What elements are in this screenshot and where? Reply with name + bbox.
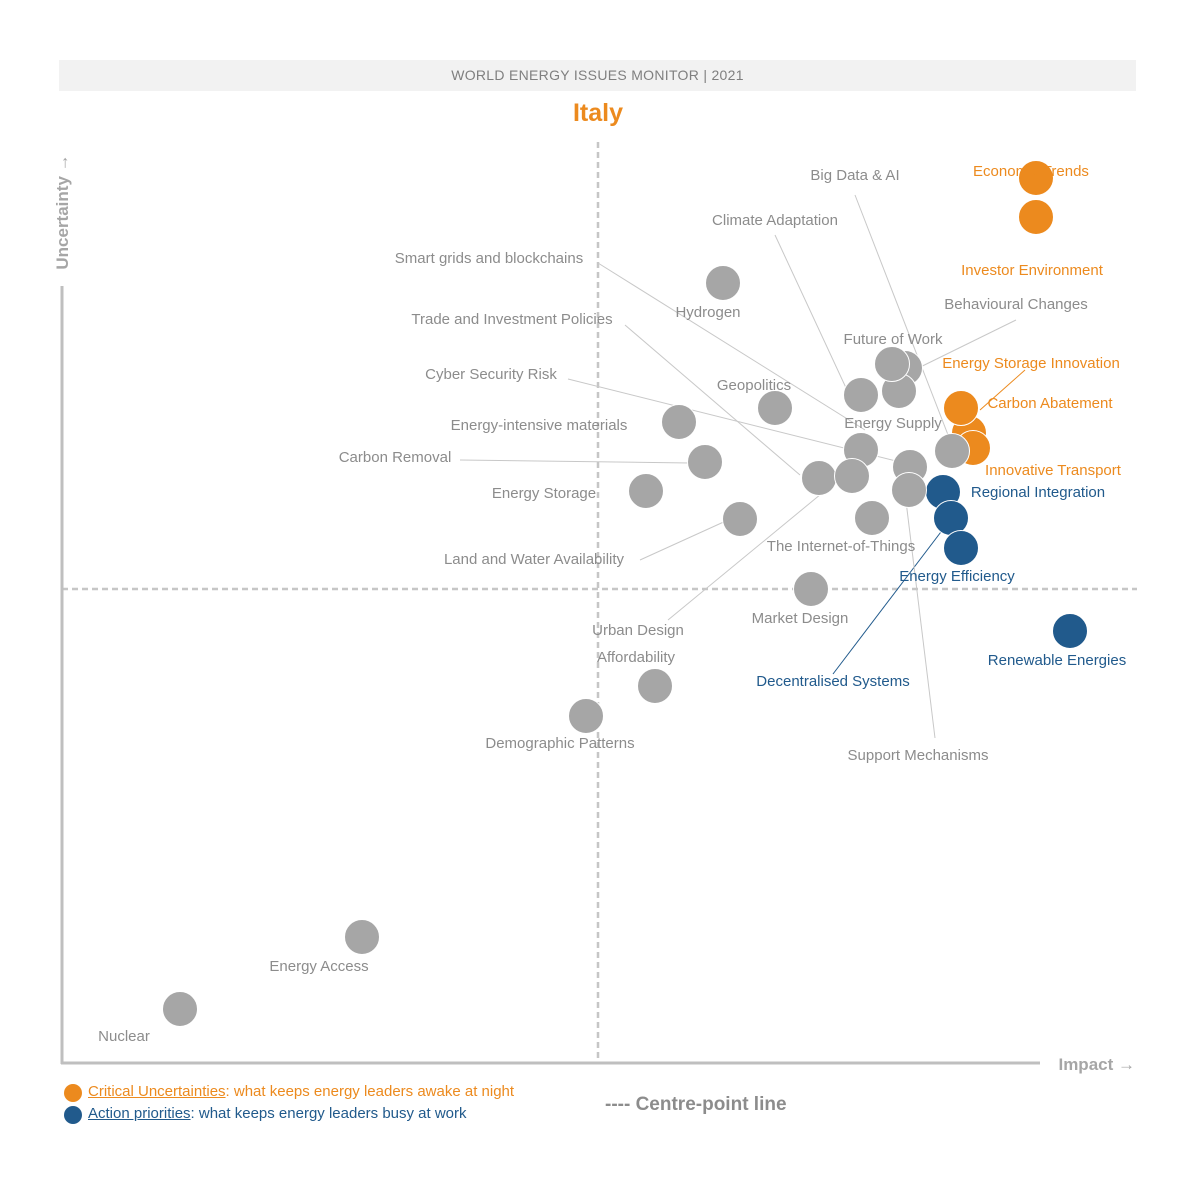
leader-support-mechanisms: [904, 492, 936, 739]
label-renewable-energies: Renewable Energies: [988, 652, 1126, 669]
leader-trade-and-investment-policies: [624, 324, 801, 476]
label-trade-and-investment-policies: Trade and Investment Policies: [411, 311, 612, 328]
point-affordability: [637, 668, 673, 704]
y-axis-label: Uncertainty →: [53, 154, 72, 269]
label-economic-trends: Economic Trends: [973, 163, 1089, 180]
leader-smart-grids-and-blockchains: [597, 262, 866, 431]
label-energy-efficiency: Energy Efficiency: [899, 568, 1015, 585]
label-future-of-work: Future of Work: [844, 331, 943, 348]
point-carbon-abatement: [943, 390, 979, 426]
point-energy-access: [344, 919, 380, 955]
point-investor-environment: [1018, 199, 1054, 235]
point-renewable-energies: [1052, 613, 1088, 649]
label-demographic-patterns: Demographic Patterns: [485, 735, 634, 752]
point-carbon-removal: [687, 444, 723, 480]
point-economic-trends: [1018, 160, 1054, 196]
label-energy-storage: Energy Storage: [492, 485, 596, 502]
legend-critical-key: Critical Uncertainties: [88, 1083, 226, 1100]
label-regional-integration: Regional Integration: [971, 484, 1105, 501]
point-demographic-patterns: [568, 698, 604, 734]
label-affordability: Affordability: [597, 649, 676, 666]
label-urban-design: Urban Design: [592, 622, 684, 639]
label-energy-access: Energy Access: [269, 958, 368, 975]
label-nuclear: Nuclear: [98, 1028, 150, 1045]
legend-critical-desc: : what keeps energy leaders awake at nig…: [225, 1083, 515, 1100]
point-nuclear: [162, 991, 198, 1027]
label-climate-adaptation: Climate Adaptation: [712, 212, 838, 229]
label-energy-supply: Energy Supply: [844, 415, 942, 432]
point-climate-adaptation: [843, 377, 879, 413]
label-decentralised-systems: Decentralised Systems: [756, 673, 909, 690]
point-hydrogen: [705, 265, 741, 301]
point-geopolitics: [757, 390, 793, 426]
label-investor-environment: Investor Environment: [961, 262, 1104, 279]
label-energy-intensive-materials: Energy-intensive materials: [451, 417, 628, 434]
point-energy-intensive-materials: [661, 404, 697, 440]
label-big-data-ai: Big Data & AI: [810, 167, 899, 184]
legend-action-desc: : what keeps energy leaders busy at work: [190, 1105, 467, 1122]
centre-point-legend: ---- Centre-point line: [605, 1094, 787, 1115]
point-land-and-water-availability: [722, 501, 758, 537]
label-carbon-removal: Carbon Removal: [339, 449, 452, 466]
leader-decentralised-systems: [832, 519, 951, 675]
label-smart-grids-and-blockchains: Smart grids and blockchains: [395, 250, 583, 267]
legend-action-dot: [64, 1106, 82, 1124]
label-geopolitics: Geopolitics: [717, 377, 791, 394]
label-support-mechanisms: Support Mechanisms: [848, 747, 989, 764]
point-big-data-ai: [934, 433, 970, 469]
country-title: Italy: [572, 99, 624, 127]
point-support-mechanisms: [891, 472, 927, 508]
point-future-of-work: [874, 346, 910, 382]
label-energy-storage-innovation: Energy Storage Innovation: [942, 355, 1120, 372]
point-decentralised-systems: [943, 530, 979, 566]
label-land-and-water-availability: Land and Water Availability: [444, 551, 625, 568]
label-market-design: Market Design: [752, 610, 849, 627]
label-hydrogen: Hydrogen: [675, 304, 740, 321]
point-energy-storage: [628, 473, 664, 509]
point-the-internet-of-things: [854, 500, 890, 536]
label-behavioural-changes: Behavioural Changes: [944, 296, 1087, 313]
label-the-internet-of-things: The Internet-of-Things: [767, 538, 915, 555]
point-trade-and-investment-policies: [801, 460, 837, 496]
x-axis-label: Impact →: [1058, 1055, 1135, 1074]
leader-land-and-water-availability: [639, 519, 729, 561]
label-cyber-security-risk: Cyber Security Risk: [425, 366, 557, 383]
leader-climate-adaptation: [774, 234, 848, 391]
monitor-title: WORLD ENERGY ISSUES MONITOR | 2021: [451, 67, 744, 83]
header-bar: WORLD ENERGY ISSUES MONITOR | 2021: [59, 60, 1136, 91]
leader-urban-design: [667, 479, 839, 621]
label-innovative-transport: Innovative Transport: [985, 462, 1122, 479]
legend-action-key: Action priorities: [88, 1105, 191, 1122]
leader-energy-storage-innovation: [979, 369, 1026, 411]
point-market-design: [793, 571, 829, 607]
label-carbon-abatement: Carbon Abatement: [987, 395, 1113, 412]
leader-big-data-ai: [854, 194, 951, 441]
leader-carbon-removal: [459, 459, 691, 464]
point-urban-design: [834, 458, 870, 494]
legend-critical-dot: [64, 1084, 82, 1102]
